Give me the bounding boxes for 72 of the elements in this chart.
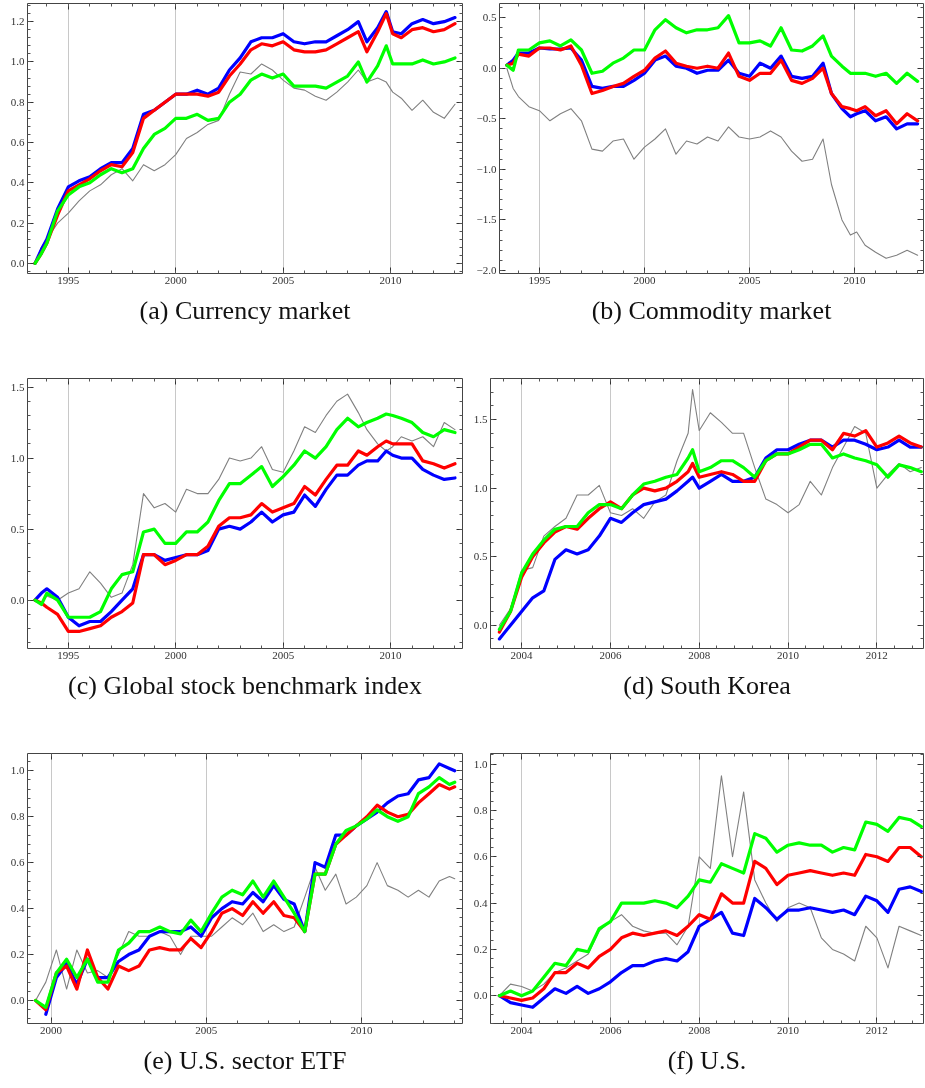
x-tick-label: 2010: [777, 1023, 800, 1036]
y-tick-label: 0.0: [473, 989, 488, 1002]
line-series: [497, 815, 923, 998]
y-tick-label: 0.2: [10, 216, 25, 229]
y-tick-label: 0.0: [10, 593, 25, 606]
y-tick-label: 0.0: [10, 256, 25, 269]
line-series: [33, 412, 457, 619]
x-tick-label: 2010: [843, 273, 867, 286]
text: (a) Currency market: [139, 295, 352, 325]
line-series: [497, 845, 923, 1002]
y-tick-label: 1.0: [10, 55, 25, 68]
x-tick-label: 2005: [272, 648, 295, 661]
y-tick-label: 1.5: [10, 380, 25, 393]
y-tick-label: 0.4: [473, 896, 488, 909]
x-tick-label: 2006: [599, 648, 622, 661]
x-tick-label: 2005: [195, 1023, 218, 1036]
x-tick-label: 1995: [57, 273, 80, 286]
y-tick-label: 1.2: [10, 15, 25, 28]
y-tick-label: 0.8: [473, 803, 488, 816]
y-tick-label: 0.0: [10, 994, 25, 1007]
y-tick-label: 0.4: [10, 176, 25, 189]
x-tick-label: 2000: [164, 648, 188, 661]
y-tick-label: −1.5: [476, 213, 497, 226]
y-tick-label: 0.2: [473, 942, 488, 955]
y-tick-label: 0.8: [10, 95, 25, 108]
x-tick-label: 2000: [164, 273, 188, 286]
x-tick-label: 2000: [633, 273, 656, 286]
y-tick-label: −0.5: [476, 112, 497, 125]
x-tick-label: 2005: [738, 273, 762, 286]
x-tick-label: 2008: [688, 648, 711, 661]
y-tick-label: 0.8: [10, 810, 25, 823]
x-tick-label: 2010: [379, 648, 403, 661]
text: (c) Global stock benchmark index: [68, 670, 422, 700]
y-tick-label: 0.5: [482, 11, 497, 24]
x-tick-label: 2012: [865, 648, 888, 661]
y-tick-label: 0.2: [10, 948, 25, 961]
x-tick-label: 2005: [272, 273, 295, 286]
y-tick-label: 0.0: [473, 618, 488, 631]
text: (f) U.S.: [667, 1045, 747, 1075]
x-tick-label: 1995: [57, 648, 80, 661]
y-tick-label: 0.4: [10, 902, 25, 915]
line-series: [35, 862, 456, 1002]
x-tick-label: 2004: [510, 648, 534, 661]
y-tick-label: 1.0: [473, 481, 488, 494]
text: (b) Commodity market: [591, 295, 833, 325]
line-series: [498, 388, 922, 626]
y-tick-label: −2.0: [476, 263, 497, 276]
y-tick-label: 0.6: [10, 856, 25, 869]
text: (d) South Korea: [623, 670, 792, 700]
x-tick-label: 2010: [350, 1023, 374, 1036]
x-tick-label: 2000: [40, 1023, 63, 1036]
y-tick-label: 1.0: [10, 764, 25, 777]
y-tick-label: 0.6: [473, 850, 488, 863]
y-tick-label: 0.5: [10, 522, 25, 535]
x-tick-label: 2010: [777, 648, 800, 661]
x-tick-label: 2006: [599, 1023, 622, 1036]
y-tick-label: 0.6: [10, 136, 25, 149]
y-tick-label: 0.5: [473, 550, 488, 563]
x-tick-label: 2008: [688, 1023, 711, 1036]
line-series: [506, 67, 919, 259]
y-tick-label: 1.5: [473, 413, 488, 426]
line-series: [497, 885, 923, 1009]
line-series: [505, 14, 920, 85]
y-tick-label: 1.0: [473, 757, 488, 770]
y-tick-label: 1.0: [10, 451, 25, 464]
text: (e) U.S. sector ETF: [143, 1045, 347, 1075]
y-tick-label: −1.0: [476, 162, 497, 175]
x-tick-label: 2004: [510, 1023, 534, 1036]
x-tick-label: 1995: [528, 273, 551, 286]
x-tick-label: 2012: [865, 1023, 888, 1036]
x-tick-label: 2010: [379, 273, 403, 286]
y-tick-label: 0.0: [482, 61, 497, 74]
